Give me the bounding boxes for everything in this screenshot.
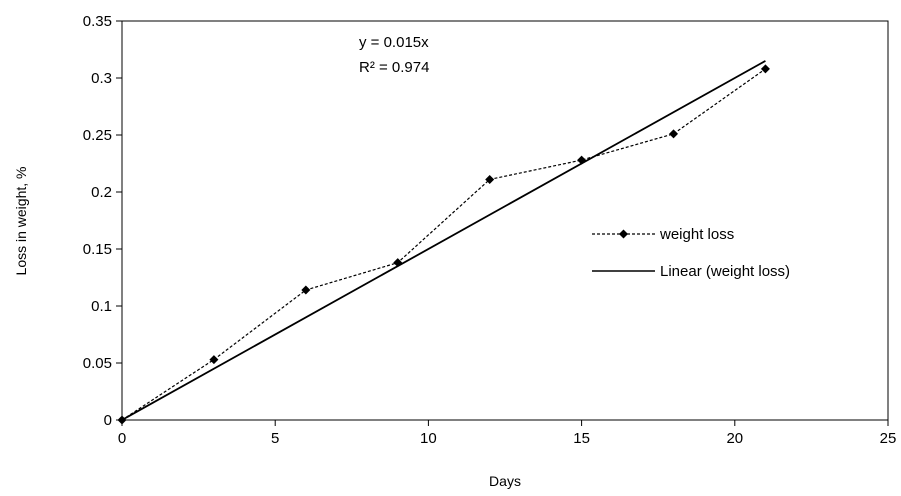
plot-area bbox=[121, 20, 889, 421]
y-tick-label: 0 bbox=[104, 412, 112, 429]
y-axis-ticks: 0 0.05 0.1 0.15 0.2 0.25 0.3 0.35 bbox=[83, 13, 122, 429]
x-axis-label: Days bbox=[489, 473, 521, 489]
trendline-linear bbox=[121, 60, 766, 421]
y-tick-label: 0.2 bbox=[91, 184, 112, 201]
y-tick-label: 0.1 bbox=[91, 298, 112, 315]
weight-loss-point bbox=[117, 415, 127, 425]
legend: weight loss Linear (weight loss) bbox=[592, 226, 790, 280]
legend-linear-label: Linear (weight loss) bbox=[660, 263, 790, 280]
weight-loss-point bbox=[393, 258, 403, 268]
y-tick-label: 0.15 bbox=[83, 241, 112, 258]
weight-loss-point bbox=[301, 285, 311, 295]
weight-loss-point bbox=[209, 355, 219, 365]
y-tick-label: 0.3 bbox=[91, 70, 112, 87]
legend-weight-loss-label: weight loss bbox=[659, 226, 734, 243]
x-tick-label: 25 bbox=[880, 430, 897, 447]
x-tick-label: 20 bbox=[726, 430, 743, 447]
r-squared-value: R² = 0.974 bbox=[359, 59, 429, 76]
weight-loss-point bbox=[485, 174, 495, 184]
y-tick-label: 0.35 bbox=[83, 13, 112, 30]
x-tick-label: 0 bbox=[118, 430, 126, 447]
y-tick-label: 0.25 bbox=[83, 127, 112, 144]
weight-loss-point bbox=[577, 155, 587, 165]
legend-weight-loss-marker bbox=[619, 229, 628, 239]
y-tick-label: 0.05 bbox=[83, 355, 112, 372]
x-tick-label: 5 bbox=[271, 430, 279, 447]
series-layer bbox=[117, 60, 770, 425]
x-axis-ticks: 0 5 10 15 20 25 bbox=[118, 420, 897, 447]
x-tick-label: 10 bbox=[420, 430, 437, 447]
trendline-equation: y = 0.015x bbox=[359, 34, 429, 51]
y-axis-label: Loss in weight, % bbox=[13, 167, 29, 276]
x-tick-label: 15 bbox=[573, 430, 590, 447]
weight-loss-point bbox=[669, 129, 679, 139]
weight-loss-point bbox=[760, 64, 770, 74]
